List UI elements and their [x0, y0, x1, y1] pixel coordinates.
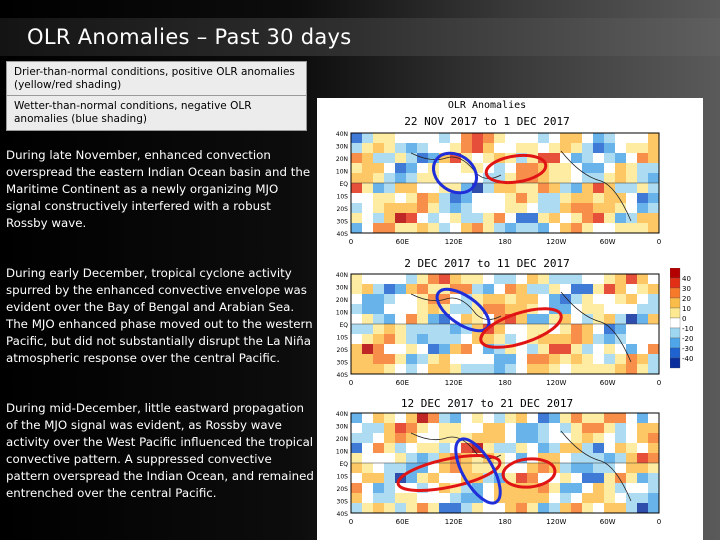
colorbar-tick-label: -20: [682, 335, 693, 343]
olr-colorbar: 40 30 20 10 0 -10 -20 -30 -40: [670, 268, 693, 369]
lon-tick-label: 60E: [396, 518, 409, 526]
lon-tick-label: 60W: [600, 518, 616, 526]
colorbar-tick-label: 0: [682, 315, 686, 323]
colorbar-swatch: [670, 287, 681, 299]
panel-3-period: 12 DEC 2017 to 21 DEC 2017: [400, 397, 574, 410]
lat-tick-label: 20N: [336, 156, 348, 163]
lat-tick-label: 40N: [336, 411, 348, 418]
lat-tick-label: 40N: [336, 272, 348, 279]
colorbar-swatch: [670, 347, 681, 359]
lon-tick-label: 0: [657, 518, 661, 526]
lon-tick-label: 120E: [445, 518, 463, 526]
legend-box: Drier-than-normal conditions, positive O…: [6, 61, 307, 131]
lon-tick-label: 0: [349, 238, 353, 246]
slide-title: OLR Anomalies – Past 30 days: [27, 25, 352, 49]
lat-tick-label: 40S: [337, 511, 349, 518]
lat-tick-label: 30N: [336, 424, 348, 431]
lat-tick-label: 10N: [336, 449, 348, 456]
panel-1-period: 22 NOV 2017 to 1 DEC 2017: [404, 115, 570, 128]
colorbar-tick-label: -30: [682, 345, 693, 353]
legend-divider: [7, 95, 306, 96]
colorbar-tick-label: 30: [682, 285, 691, 293]
suppressed-convection-ellipse: [484, 153, 548, 185]
colorbar-swatch: [670, 297, 681, 309]
enhanced-convection-ellipse: [454, 437, 502, 505]
panel-2-period: 2 DEC 2017 to 11 DEC 2017: [404, 257, 570, 270]
lon-tick-label: 0: [349, 379, 353, 387]
enhanced-convection-ellipse: [432, 151, 478, 195]
colorbar-swatch: [670, 277, 681, 289]
paragraph-mid-december: During mid-December, little eastward pro…: [6, 401, 314, 500]
lon-tick-label: 180: [498, 518, 511, 526]
colorbar-tick-label: 10: [682, 305, 691, 313]
lat-tick-label: 10S: [337, 194, 349, 201]
lon-tick-label: 60E: [396, 379, 409, 387]
suppressed-convection-ellipse: [501, 457, 557, 489]
colorbar-swatch: [670, 327, 681, 339]
lat-tick-label: 30S: [337, 360, 349, 367]
title-bar: [0, 18, 720, 56]
lat-tick-label: 20S: [337, 206, 349, 213]
lon-tick-label: 120W: [546, 238, 566, 246]
lon-tick-label: 180: [498, 238, 511, 246]
lon-tick-label: 120E: [445, 379, 463, 387]
paragraph-late-november: During late November, enhanced convectio…: [6, 148, 311, 230]
lat-tick-label: 10N: [336, 310, 348, 317]
lon-tick-label: 0: [657, 379, 661, 387]
lon-tick-label: 0: [349, 518, 353, 526]
lat-tick-label: EQ: [339, 461, 348, 468]
anomaly-field: [351, 133, 659, 233]
paragraph-early-december: During early December, tropical cyclone …: [6, 266, 313, 365]
colorbar-swatch: [670, 268, 681, 279]
colorbar-swatch: [670, 357, 681, 369]
legend-negative: Wetter-than-normal conditions, negative …: [14, 100, 252, 125]
figure-title: OLR Anomalies: [447, 100, 527, 111]
lon-tick-label: 60W: [600, 379, 616, 387]
lat-tick-label: 10S: [337, 474, 349, 481]
colorbar-tick-label: 20: [682, 295, 691, 303]
lat-tick-label: 20S: [337, 347, 349, 354]
lat-tick-label: 10N: [336, 169, 348, 176]
colorbar-swatch: [670, 307, 681, 319]
colorbar-tick-label: -10: [682, 325, 693, 333]
lat-tick-label: EQ: [339, 322, 348, 329]
lat-tick-label: 20N: [336, 436, 348, 443]
lat-tick-label: 30N: [336, 285, 348, 292]
lat-tick-label: 20N: [336, 297, 348, 304]
lat-tick-label: EQ: [339, 181, 348, 188]
lat-tick-label: 40S: [337, 372, 349, 379]
lon-tick-label: 120W: [546, 379, 566, 387]
anomaly-field: [351, 274, 659, 374]
lat-tick-label: 30N: [336, 144, 348, 151]
suppressed-convection-ellipse: [479, 307, 563, 349]
lon-tick-label: 120W: [546, 518, 566, 526]
lat-tick-label: 20S: [337, 486, 349, 493]
lat-tick-label: 30S: [337, 219, 349, 226]
lon-tick-label: 180: [498, 379, 511, 387]
lat-tick-label: 40S: [337, 231, 349, 238]
lon-tick-label: 60W: [600, 238, 616, 246]
lon-tick-label: 120E: [445, 238, 463, 246]
legend-positive: Drier-than-normal conditions, positive O…: [14, 66, 295, 91]
lon-tick-label: 0: [657, 238, 661, 246]
lon-tick-label: 60E: [396, 238, 409, 246]
lat-tick-label: 10S: [337, 335, 349, 342]
coastline: [410, 150, 632, 222]
lat-tick-label: 40N: [336, 131, 348, 138]
suppressed-convection-ellipse: [396, 454, 502, 492]
colorbar-swatch: [670, 317, 681, 329]
colorbar-tick-label: -40: [682, 355, 693, 363]
colorbar-tick-label: 40: [682, 275, 691, 283]
olr-figure: OLR Anomalies 22 NOV 2017 to 1 DEC 2017 …: [317, 98, 703, 540]
colorbar-swatch: [670, 337, 681, 349]
lat-tick-label: 30S: [337, 499, 349, 506]
